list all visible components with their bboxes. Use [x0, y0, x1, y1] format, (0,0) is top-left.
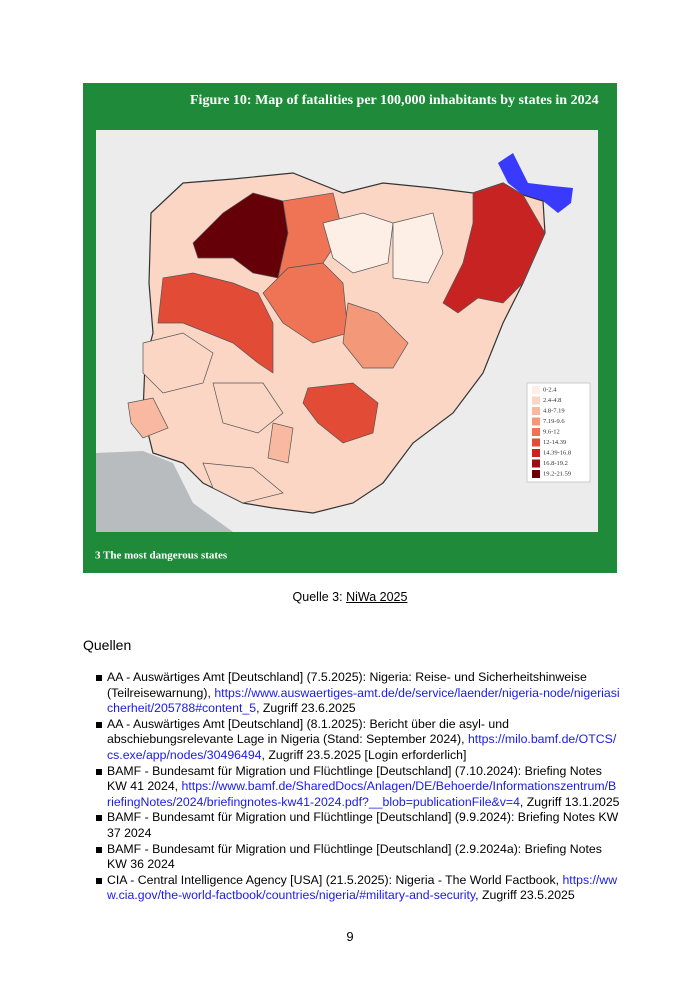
- legend: 0-2.4 2.4-4.8 4.8-7.19 7.19-9.6 9.6-12 12-14.…: [526, 382, 591, 483]
- source-text: AA - Auswärtiges Amt [Deutschland] (7.5.…: [107, 670, 587, 700]
- legend-swatch: [532, 459, 540, 468]
- source-item: AA - Auswärtiges Amt [Deutschland] (7.5.…: [96, 670, 620, 717]
- caption-prefix: Quelle 3:: [292, 590, 343, 604]
- state: [342, 302, 409, 369]
- legend-swatch: [532, 386, 540, 394]
- legend-swatch: [532, 428, 540, 436]
- source-text: CIA - Central Intelligence Agency [USA] …: [107, 872, 563, 887]
- legend-swatch: [532, 449, 540, 457]
- source-text: BAMF - Bundesamt für Migration und Flüch…: [107, 763, 602, 794]
- source-link[interactable]: https://www.auswaertiges-amt.de/de/servi…: [107, 685, 620, 716]
- legend-label: 9.6-12: [543, 428, 560, 435]
- source-item: BAMF - Bundesamt für Migration und Flüch…: [96, 763, 620, 811]
- source-item: BAMF - Bundesamt für Migration und Flüch…: [96, 810, 620, 841]
- lake-chad: [498, 153, 573, 213]
- source-link[interactable]: https://www.cia.gov/the-world-factbook/c…: [107, 872, 618, 903]
- legend-label: 12-14.39: [543, 439, 566, 446]
- ocean: [96, 451, 233, 532]
- state: [392, 212, 444, 284]
- figure-footer: 3 The most dangerous states: [95, 550, 228, 562]
- legend-swatch: [532, 438, 540, 447]
- figure: Figure 10: Map of fatalities per 100,000…: [83, 83, 617, 573]
- source-item: CIA - Central Intelligence Agency [USA] …: [96, 872, 620, 904]
- source-item: AA - Auswärtiges Amt [Deutschland] (8.1.…: [96, 716, 620, 764]
- figure-title: Figure 10: Map of fatalities per 100,000…: [190, 93, 599, 108]
- page-number: 9: [346, 929, 354, 944]
- source-access: , Zugriff 23.5.2025 [Login erforderlich]: [261, 747, 467, 762]
- source-text: BAMF - Bundesamt für Migration und Flüch…: [107, 810, 619, 840]
- state: [442, 182, 546, 314]
- sources-list: AA - Auswärtiges Amt [Deutschland] (7.5.…: [96, 670, 620, 904]
- source-text: AA - Auswärtiges Amt [Deutschland] (8.1.…: [107, 716, 509, 747]
- legend-label: 0-2.4: [543, 386, 557, 393]
- legend-swatch: [532, 396, 540, 405]
- caption: Quelle 3: NiWa 2025: [0, 590, 700, 604]
- state: [212, 382, 284, 434]
- source-link[interactable]: https://www.bamf.de/SharedDocs/Anlagen/D…: [107, 779, 617, 809]
- source-access: , Zugriff 23.5.2025: [475, 888, 575, 903]
- legend-label: 19.2-21.59: [543, 470, 571, 477]
- legend-label: 4.8-7.19: [543, 407, 565, 414]
- state: [142, 332, 214, 394]
- source-access: , Zugriff 23.6.2025: [256, 701, 356, 716]
- legend-label: 2.4-4.8: [543, 397, 561, 404]
- legend-swatch: [532, 470, 540, 478]
- legend-swatch: [532, 417, 540, 426]
- state: [262, 262, 349, 344]
- legend-swatch: [532, 407, 540, 415]
- states: [127, 182, 546, 504]
- source-item: BAMF - Bundesamt für Migration und Flüch…: [96, 841, 620, 873]
- legend-label: 7.19-9.6: [543, 418, 565, 425]
- state: [322, 212, 394, 274]
- state: [302, 382, 379, 444]
- legend-label: 16.8-19.2: [543, 460, 568, 467]
- source-access: , Zugriff 13.1.2025: [519, 794, 620, 809]
- state: [267, 422, 294, 464]
- source-text: BAMF - Bundesamt für Migration und Flüch…: [107, 841, 602, 872]
- state: [157, 272, 274, 374]
- caption-link[interactable]: NiWa 2025: [346, 590, 408, 604]
- source-link[interactable]: https://milo.bamf.de/OTCS/cs.exe/app/nod…: [107, 732, 617, 762]
- legend-label: 14.39-16.8: [543, 449, 571, 456]
- state: [127, 397, 169, 439]
- state: [202, 462, 284, 504]
- sources-heading: Quellen: [83, 637, 132, 653]
